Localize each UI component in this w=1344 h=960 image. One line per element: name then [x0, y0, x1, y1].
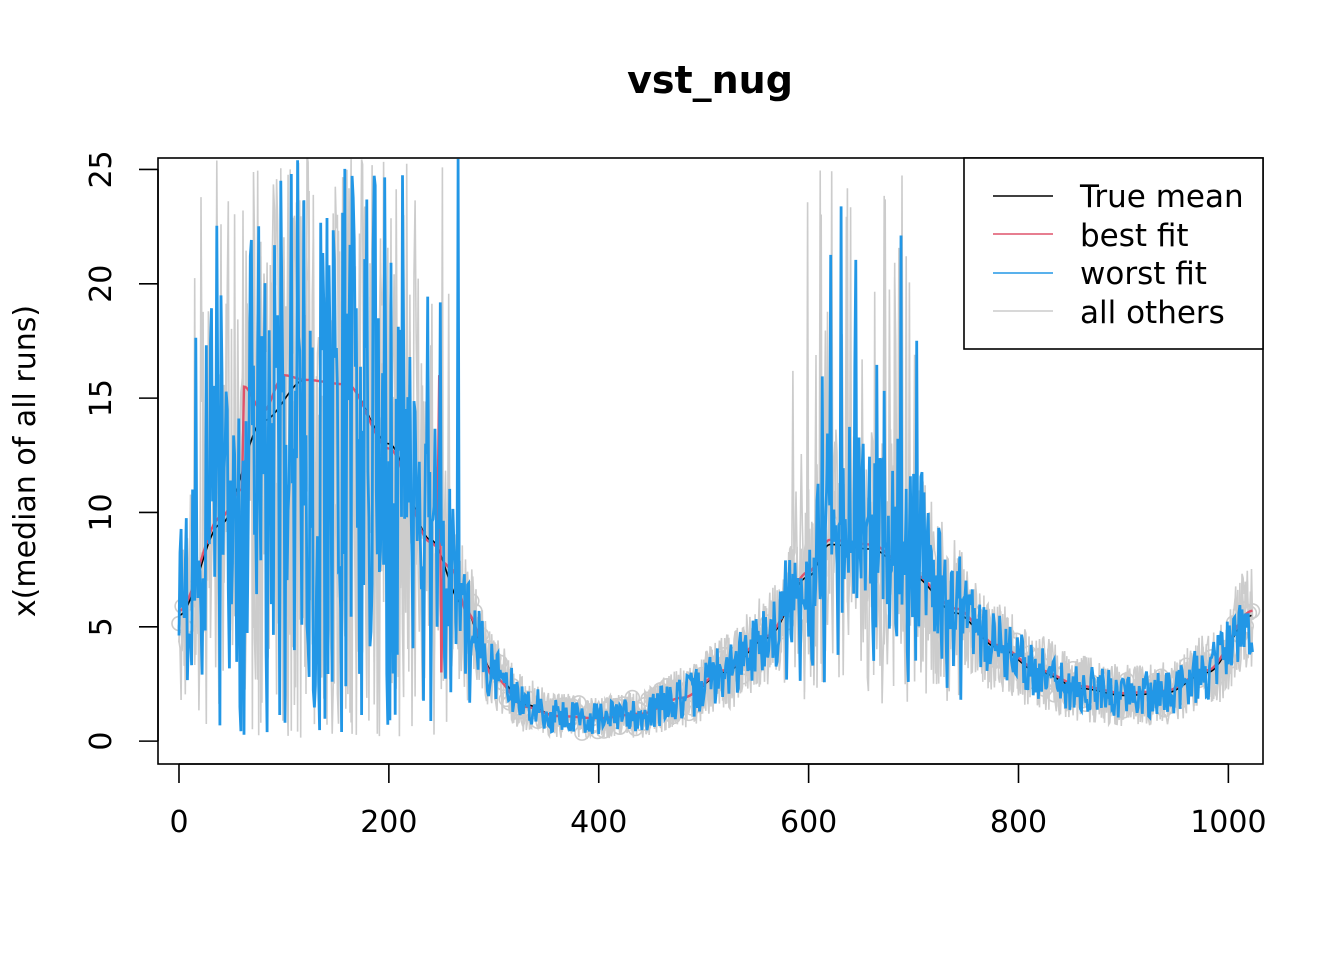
- legend: True mean best fit worst fit all others: [963, 157, 1264, 350]
- x-axis: 0 200 400 600 800 1000: [169, 763, 1267, 840]
- all-others-point: [1115, 703, 1132, 719]
- all-others-point: [1244, 603, 1261, 619]
- y-tick-label: 20: [84, 265, 119, 303]
- chart-title: vst_nug: [627, 58, 793, 102]
- worst-fit-line: [177, 158, 1254, 735]
- y-tick-label: 5: [84, 617, 119, 636]
- y-axis: 0 5 10 15 20 25: [84, 150, 159, 751]
- legend-box: [963, 157, 1264, 350]
- y-tick-label: 25: [84, 150, 119, 188]
- y-tick-label: 0: [84, 732, 119, 751]
- legend-label-all-others: all others: [1080, 295, 1225, 331]
- legend-label-worst-fit: worst fit: [1080, 256, 1207, 292]
- all-others-point: [1213, 662, 1229, 679]
- legend-label-best-fit: best fit: [1080, 218, 1189, 254]
- x-tick-label: 200: [360, 805, 417, 840]
- all-others-point: [611, 719, 628, 735]
- x-tick-label: 0: [169, 805, 188, 840]
- legend-label-true-mean: True mean: [1079, 179, 1244, 215]
- y-tick-label: 10: [84, 493, 119, 531]
- x-tick-label: 1000: [1190, 805, 1266, 840]
- worst-fit-series: [177, 158, 1254, 735]
- x-tick-label: 600: [780, 805, 837, 840]
- x-tick-label: 400: [570, 805, 627, 840]
- y-tick-label: 15: [84, 379, 119, 417]
- x-tick-label: 800: [990, 805, 1047, 840]
- y-axis-label: x(median of all runs): [8, 305, 43, 617]
